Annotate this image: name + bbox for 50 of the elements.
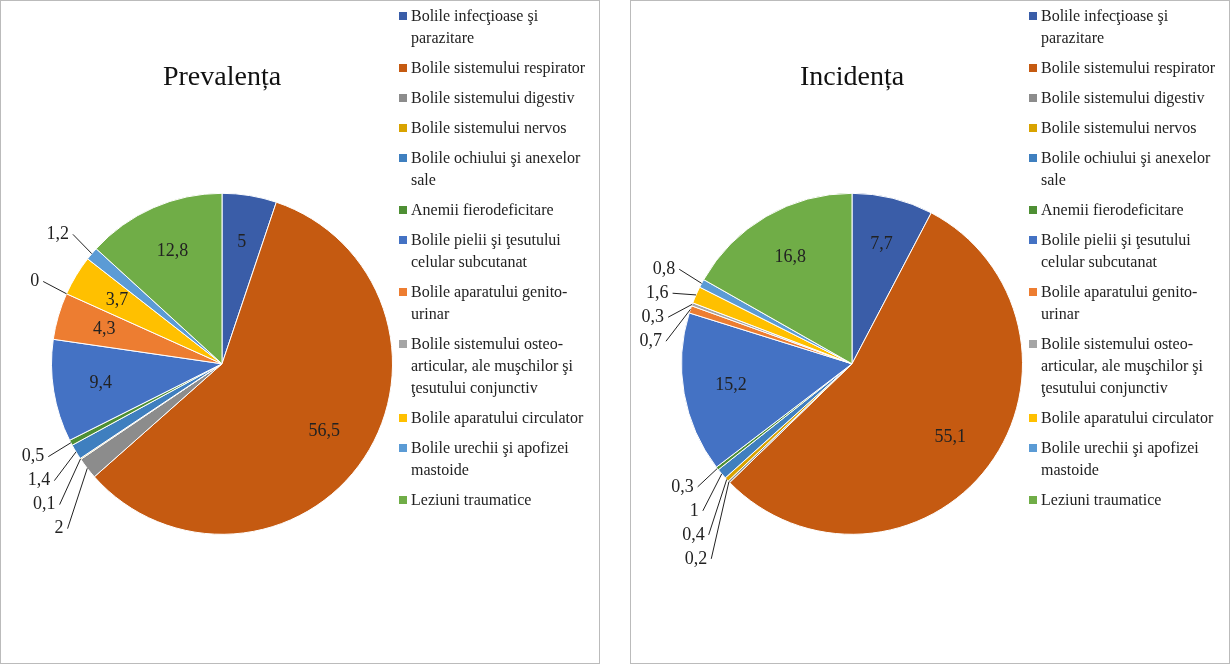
legend-label: Bolile sistemului osteo-articular, ale muşchilor şi ţesutului conjunctiv xyxy=(411,334,574,399)
legend-label: Bolile pielii şi ţesutului celular subcutanat xyxy=(411,230,562,272)
legend-label: Bolile sistemului digestiv xyxy=(411,88,575,109)
data-label: 0,1 xyxy=(33,493,56,514)
legend-label: Bolile sistemului osteo-articular, ale muşchilor şi ţesutului conjunctiv xyxy=(1041,334,1204,399)
data-label: 15,2 xyxy=(715,373,747,394)
data-label: 2 xyxy=(54,517,64,538)
data-label: 16,8 xyxy=(774,246,806,267)
text: 0 xyxy=(30,270,40,291)
data-label: 7,7 xyxy=(870,233,893,254)
data-label: 0,5 xyxy=(21,445,45,466)
data-label: 56,5 xyxy=(308,420,341,441)
legend-label: Anemii fierodeficitare xyxy=(1041,200,1184,220)
text: Prevalența xyxy=(162,60,282,92)
data-label: 4,3 xyxy=(92,318,116,339)
legend-label: Bolile aparatului genito-urinar xyxy=(411,282,569,324)
data-label: 0,7 xyxy=(639,329,662,350)
legend-label: Bolile ochiului şi anexelor sale xyxy=(411,148,582,190)
legend-label: Bolile sistemului nervos xyxy=(1041,118,1197,138)
legend-label: Bolile urechii şi apofizei mastoide xyxy=(411,438,570,480)
legend-label: Bolile infecţioase şi parazitare xyxy=(411,6,540,49)
legend-label: Bolile sistemului digestiv xyxy=(1041,88,1205,109)
data-label: 55,1 xyxy=(934,426,967,447)
legend-label: Bolile sistemului respirator xyxy=(1041,58,1216,79)
data-label: 5 xyxy=(237,231,247,252)
legend-label: Bolile urechii şi apofizei mastoide xyxy=(1041,438,1200,480)
legend-label: Bolile pielii şi ţesutului celular subcutanat xyxy=(1041,230,1192,272)
data-label: 0,3 xyxy=(671,475,694,496)
legend-label: Bolile aparatului circulator xyxy=(411,408,584,429)
legend-label: Anemii fierodeficitare xyxy=(411,200,554,220)
legend-label: Leziuni traumatice xyxy=(411,490,532,510)
legend-label: Bolile aparatului circulator xyxy=(1041,408,1214,429)
data-label: 0,4 xyxy=(682,523,705,544)
data-label: 9,4 xyxy=(89,372,113,393)
data-label: 3,7 xyxy=(105,289,129,310)
legend-label: Bolile sistemului nervos xyxy=(411,118,567,138)
legend-label: Bolile infecţioase şi parazitare xyxy=(1041,6,1170,49)
data-label: 0,2 xyxy=(684,547,708,568)
data-label: 1,2 xyxy=(46,223,69,244)
data-label: 1,6 xyxy=(646,281,669,302)
data-label: 1,4 xyxy=(27,469,51,490)
legend-label: Bolile ochiului şi anexelor sale xyxy=(1041,148,1212,190)
data-label: 0,3 xyxy=(641,305,665,326)
data-label: 0,8 xyxy=(652,257,676,278)
legend-label: Leziuni traumatice xyxy=(1041,490,1162,510)
text: Incidența xyxy=(799,60,905,92)
legend-label: Bolile aparatului genito-urinar xyxy=(1041,282,1199,324)
data-label: 12,8 xyxy=(156,240,189,261)
legend-label: Bolile sistemului respirator xyxy=(411,58,586,79)
data-label: 1 xyxy=(689,499,699,520)
